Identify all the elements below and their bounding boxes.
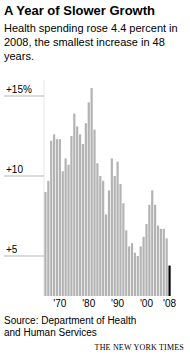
y-tick <box>4 176 44 177</box>
x-tick-label: '80 <box>82 298 95 309</box>
bar <box>168 266 170 296</box>
bar <box>128 246 130 296</box>
bar <box>65 158 67 296</box>
bar <box>56 139 58 296</box>
y-tick-label: +15% <box>6 84 32 95</box>
y-tick <box>4 256 44 257</box>
y-tick-label: +10 <box>6 164 23 175</box>
bar <box>134 253 136 296</box>
bar <box>76 126 78 296</box>
bar <box>73 114 75 296</box>
bar <box>85 123 87 296</box>
bar <box>151 190 153 296</box>
bar <box>114 176 116 296</box>
bar <box>105 214 107 296</box>
bar <box>117 162 119 296</box>
bar <box>44 192 46 296</box>
bar <box>70 136 72 296</box>
bar <box>160 229 162 296</box>
bar <box>122 203 124 296</box>
bar <box>111 158 113 296</box>
bars <box>44 88 170 296</box>
bar <box>82 144 84 296</box>
bar <box>119 184 121 296</box>
bar <box>125 230 127 296</box>
bar <box>140 246 142 296</box>
source: Source: Department of Health and Human S… <box>4 315 154 339</box>
bar <box>59 139 61 296</box>
bar <box>166 238 168 296</box>
bar <box>157 226 159 296</box>
bar <box>99 176 101 296</box>
x-tick-label: '00 <box>140 298 153 309</box>
x-tick-label: '70 <box>53 298 66 309</box>
bar <box>67 165 69 296</box>
chart: +15% +10 +5 '70 '80 '90 '00 '08 <box>0 0 190 356</box>
bar <box>163 229 165 296</box>
bar <box>53 134 55 296</box>
bar <box>50 141 52 296</box>
bar <box>47 181 49 296</box>
bar <box>102 181 104 296</box>
bar <box>62 171 64 296</box>
subtitle: Health spending rose 4.4 percent in 2008… <box>4 21 180 63</box>
bar <box>142 237 144 296</box>
credit: THE NEW YORK TIMES <box>95 343 184 352</box>
bar <box>79 134 81 296</box>
x-tick-label: '90 <box>111 298 124 309</box>
bar <box>96 163 98 296</box>
bar <box>145 224 147 296</box>
bar <box>131 243 133 296</box>
bar <box>148 205 150 296</box>
bar <box>137 256 139 296</box>
y-tick <box>4 96 44 97</box>
y-tick-label: +5 <box>6 244 18 255</box>
bar <box>154 205 156 296</box>
bar <box>93 130 95 296</box>
bar <box>91 88 93 296</box>
bar <box>108 190 110 296</box>
bar <box>88 102 90 296</box>
x-tick-label: '08 <box>163 298 176 309</box>
title: A Year of Slower Growth <box>4 3 188 18</box>
